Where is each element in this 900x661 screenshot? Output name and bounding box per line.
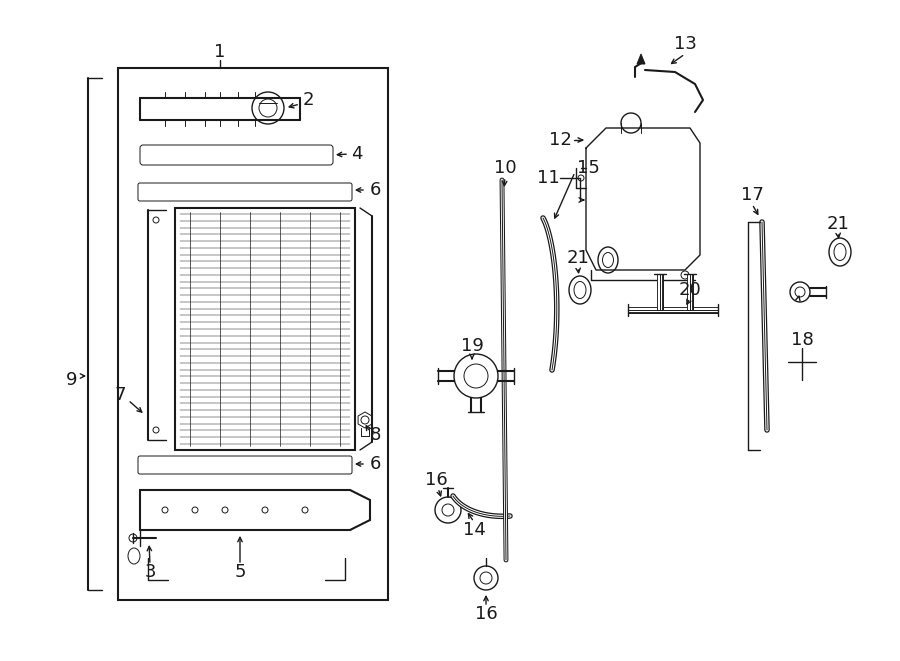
Text: 20: 20 [679,281,701,299]
Text: 10: 10 [494,159,517,177]
Text: 13: 13 [673,35,697,53]
Bar [175,208,355,450]
Text: 15: 15 [577,159,599,177]
Text: 3: 3 [144,563,156,581]
Polygon shape [637,54,645,64]
Text: 6: 6 [369,455,381,473]
Bar [118,68,388,600]
Text: 2: 2 [302,91,314,109]
Text: 1: 1 [214,43,226,61]
Text: 7: 7 [114,386,126,404]
Text: 21: 21 [567,249,590,267]
Text: 14: 14 [463,521,485,539]
Text: 17: 17 [741,186,763,204]
Text: 5: 5 [234,563,246,581]
Text: 4: 4 [351,145,363,163]
Text: 16: 16 [425,471,447,489]
Text: 21: 21 [826,215,850,233]
Text: 11: 11 [536,169,560,187]
Text: 18: 18 [790,331,814,349]
Text: 12: 12 [549,131,572,149]
Text: 9: 9 [67,371,77,389]
Text: 16: 16 [474,605,498,623]
Text: 19: 19 [461,337,483,355]
Text: 6: 6 [369,181,381,199]
Text: 8: 8 [369,426,381,444]
